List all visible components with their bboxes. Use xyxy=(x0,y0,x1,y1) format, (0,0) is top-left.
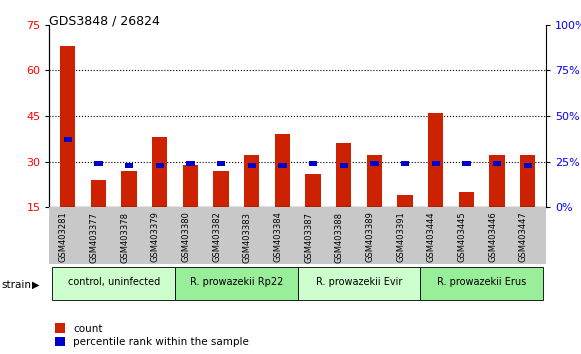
Bar xyxy=(520,155,536,253)
Bar xyxy=(217,161,225,166)
Text: R. prowazekii Erus: R. prowazekii Erus xyxy=(437,278,526,287)
Bar xyxy=(60,46,76,253)
Bar xyxy=(91,180,106,253)
Bar xyxy=(278,163,286,167)
Text: strain: strain xyxy=(2,280,32,290)
Bar xyxy=(187,161,195,166)
Bar xyxy=(125,163,133,167)
Bar xyxy=(339,163,348,167)
Text: GSM403383: GSM403383 xyxy=(243,212,252,263)
Bar xyxy=(152,137,167,253)
Bar xyxy=(432,161,440,166)
Text: GSM403281: GSM403281 xyxy=(59,212,68,262)
Bar xyxy=(121,171,137,253)
Bar xyxy=(306,174,321,253)
Text: GSM403444: GSM403444 xyxy=(427,212,436,262)
Bar xyxy=(459,192,474,253)
Text: GSM403382: GSM403382 xyxy=(212,212,221,263)
Bar xyxy=(52,267,175,299)
Bar xyxy=(183,165,198,253)
Text: ▶: ▶ xyxy=(32,280,40,290)
Bar xyxy=(309,161,317,166)
Bar xyxy=(275,134,290,253)
Bar xyxy=(523,163,532,167)
Bar xyxy=(156,163,164,167)
Bar xyxy=(94,161,103,166)
Text: GSM403379: GSM403379 xyxy=(151,212,160,263)
Text: GSM403389: GSM403389 xyxy=(365,212,374,263)
Bar xyxy=(421,267,543,299)
Bar xyxy=(248,163,256,167)
Bar xyxy=(367,155,382,253)
Bar xyxy=(244,155,260,253)
Text: GSM403388: GSM403388 xyxy=(335,212,344,263)
Text: GSM403380: GSM403380 xyxy=(181,212,191,263)
Bar xyxy=(175,267,298,299)
Bar xyxy=(489,155,505,253)
Bar xyxy=(298,267,421,299)
Text: GSM403445: GSM403445 xyxy=(457,212,467,262)
Bar xyxy=(493,161,501,166)
Text: R. prowazekii Evir: R. prowazekii Evir xyxy=(316,278,402,287)
Bar xyxy=(397,195,413,253)
Text: GSM403377: GSM403377 xyxy=(89,212,98,263)
Text: GDS3848 / 26824: GDS3848 / 26824 xyxy=(49,14,160,27)
Text: R. prowazekii Rp22: R. prowazekii Rp22 xyxy=(190,278,283,287)
Bar xyxy=(336,143,352,253)
Text: GSM403446: GSM403446 xyxy=(488,212,497,262)
Text: GSM403378: GSM403378 xyxy=(120,212,129,263)
Bar xyxy=(63,137,72,142)
Text: GSM403447: GSM403447 xyxy=(519,212,528,262)
Text: GSM403387: GSM403387 xyxy=(304,212,313,263)
Bar xyxy=(462,161,471,166)
Text: GSM403391: GSM403391 xyxy=(396,212,405,262)
Legend: count, percentile rank within the sample: count, percentile rank within the sample xyxy=(55,324,249,347)
Bar xyxy=(213,171,229,253)
Bar xyxy=(401,161,409,166)
Text: GSM403384: GSM403384 xyxy=(274,212,282,263)
Bar xyxy=(370,161,379,166)
Bar xyxy=(428,113,443,253)
Text: control, uninfected: control, uninfected xyxy=(67,278,160,287)
